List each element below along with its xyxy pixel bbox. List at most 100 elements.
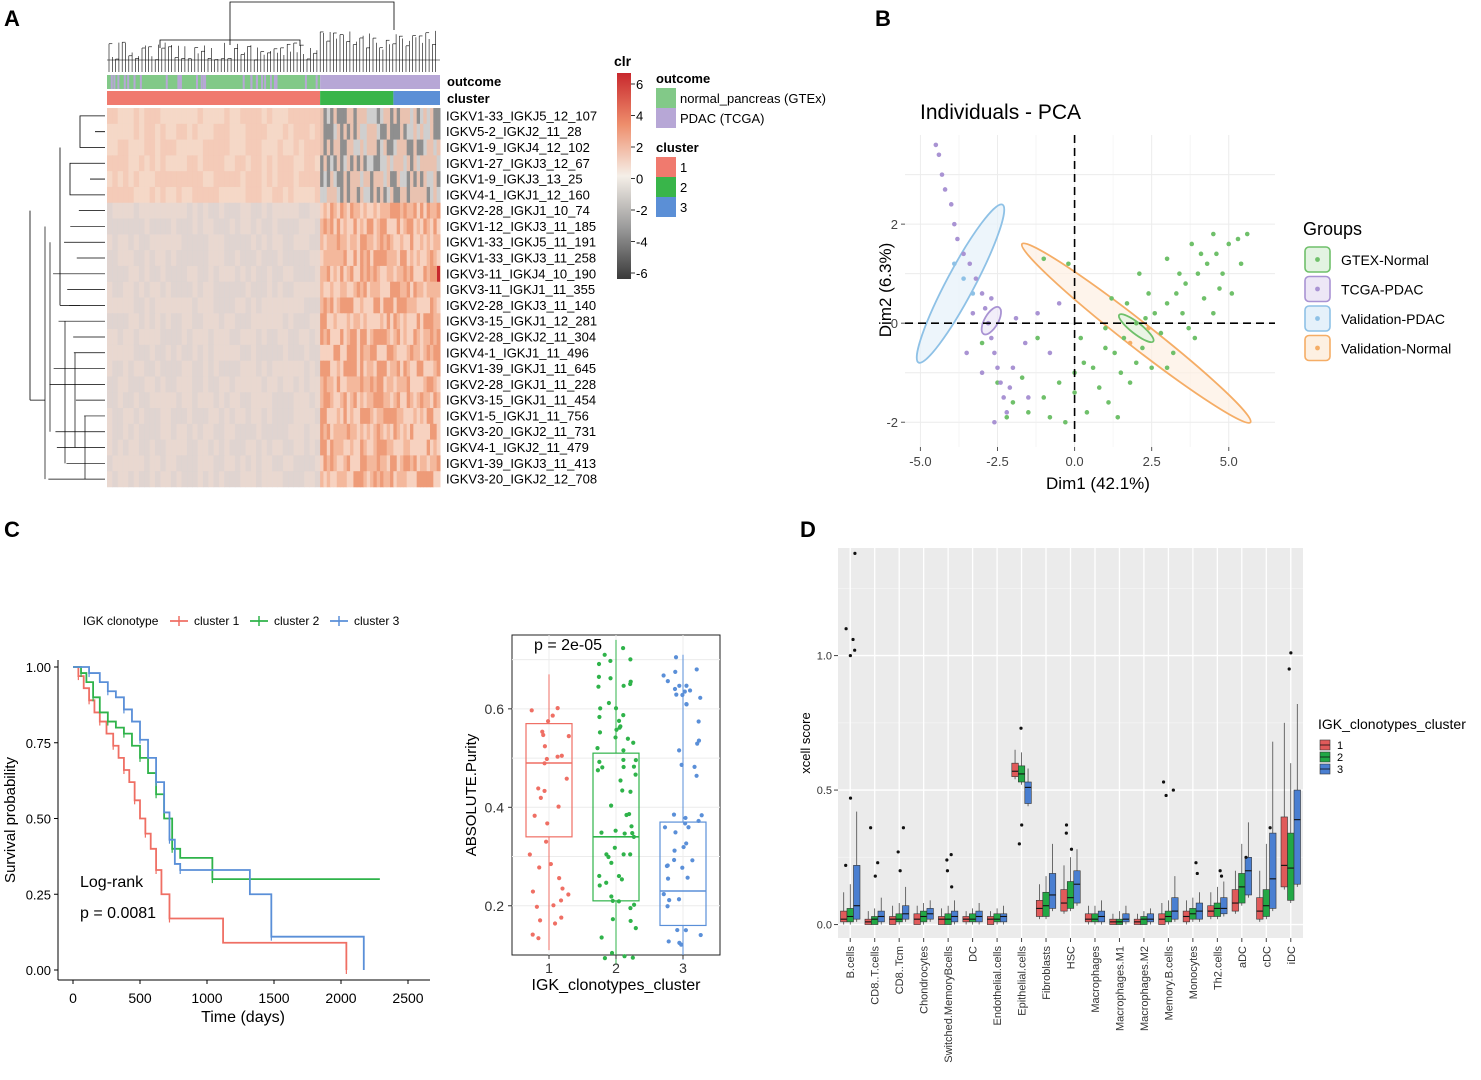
purity-point — [694, 667, 699, 672]
heatmap-cell — [261, 281, 268, 298]
heatmap-cell — [197, 360, 204, 377]
heatmap-cell — [245, 218, 252, 235]
heatmap-cell — [376, 186, 381, 204]
heatmap-cell — [323, 265, 328, 283]
heatmap-cell — [406, 344, 411, 361]
heatmap-cell — [107, 250, 113, 267]
heatmap-cell — [261, 202, 268, 219]
point-tcga — [970, 310, 976, 316]
heatmap-cell — [272, 471, 278, 488]
heatmap-cell — [370, 408, 374, 425]
heatmap-cell — [186, 155, 193, 172]
purity-point — [680, 865, 685, 870]
heatmap-cell — [333, 329, 338, 346]
heatmap-cell — [107, 439, 113, 456]
heatmap-cell — [165, 202, 172, 219]
heatmap-cell — [416, 281, 421, 298]
heatmap-cell — [202, 329, 209, 346]
heatmap-cell — [277, 218, 284, 235]
heatmap-cell — [363, 471, 368, 488]
heatmap-cell — [323, 439, 328, 456]
heatmap-cell — [112, 155, 119, 172]
heatmap-cell — [366, 313, 371, 330]
heatmap-cell — [326, 408, 331, 425]
heatmap-cells — [107, 108, 441, 488]
km-ylabel: Survival probability — [2, 757, 19, 883]
heatmap-cell — [213, 108, 220, 125]
pca-legend-title: Groups — [1303, 219, 1362, 239]
xcell-outlier — [1064, 823, 1069, 827]
heatmap-cell — [343, 218, 348, 235]
heatmap-cell — [149, 186, 156, 204]
purity-point — [621, 852, 626, 857]
heatmap-cell — [403, 218, 408, 235]
heatmap-cell — [400, 155, 404, 172]
heatmap-cell — [376, 297, 381, 314]
heatmap-cell — [229, 297, 236, 314]
heatmap-cell — [122, 186, 129, 204]
heatmap-cell — [326, 265, 331, 283]
point-gtex — [1133, 360, 1139, 366]
pca-ylabel: Dim2 (6.3%) — [876, 243, 895, 337]
heatmap-cell — [138, 202, 145, 219]
point-tcga — [992, 419, 997, 425]
heatmap-cell — [416, 171, 421, 188]
heatmap-cell — [165, 344, 172, 361]
heatmap-cell — [333, 218, 338, 235]
heatmap-cell — [346, 392, 351, 409]
purity-point — [597, 883, 602, 888]
heatmap-cell — [413, 376, 418, 393]
heatmap-cell — [423, 281, 428, 298]
heatmap-cell — [343, 471, 348, 488]
heatmap-cell — [309, 376, 316, 393]
purity-point — [555, 754, 560, 759]
outcome-tick — [242, 75, 245, 89]
outcome-bar-pdac — [320, 75, 440, 89]
heatmap-cell — [390, 408, 394, 425]
heatmap-cell — [266, 265, 273, 283]
heatmap-cell — [298, 423, 305, 440]
heatmap-cell — [250, 171, 257, 188]
heatmap-cell — [293, 186, 300, 204]
heatmap-cell — [170, 376, 177, 393]
purity-point — [680, 692, 685, 698]
heatmap-cell — [298, 234, 305, 251]
purity-point — [631, 740, 636, 745]
heatmap-cell — [420, 471, 424, 488]
purity-point — [661, 891, 666, 897]
heatmap-cell — [266, 281, 273, 298]
heatmap-cell — [277, 344, 284, 361]
heatmap-cell — [340, 155, 344, 172]
heatmap-cell — [250, 439, 257, 456]
heatmap-cell — [229, 123, 236, 140]
row-label: IGKV3-11_IGKJ1_11_355 — [446, 282, 595, 297]
heatmap-cell — [304, 218, 310, 235]
heatmap-cell — [390, 202, 394, 219]
heatmap-cell — [423, 408, 428, 425]
heatmap-cell — [423, 186, 428, 204]
heatmap-cell — [343, 376, 348, 393]
heatmap-cell — [256, 250, 263, 267]
heatmap-cell — [202, 423, 209, 440]
heatmap-cell — [330, 234, 334, 251]
heatmap-cell — [213, 123, 220, 140]
xcell-x-label: Chondrocytes — [919, 946, 931, 1014]
point-tcga — [1056, 301, 1062, 306]
heatmap-cell — [107, 360, 113, 377]
heatmap-cell — [420, 360, 424, 377]
heatmap-cell — [133, 218, 140, 235]
heatmap-cell — [245, 123, 252, 140]
heatmap-cell — [346, 250, 351, 267]
heatmap-cell — [356, 360, 361, 377]
heatmap-cell — [149, 218, 156, 235]
heatmap-cell — [170, 108, 177, 125]
heatmap-cell — [224, 171, 231, 188]
heatmap-cell — [208, 281, 215, 298]
heatmap-cell — [192, 360, 199, 377]
heatmap-cell — [436, 313, 441, 330]
heatmap-cell — [282, 218, 289, 235]
heatmap-cell — [277, 123, 284, 140]
heatmap-cell — [298, 313, 305, 330]
purity-point — [559, 753, 564, 758]
heatmap-cell — [170, 439, 177, 456]
